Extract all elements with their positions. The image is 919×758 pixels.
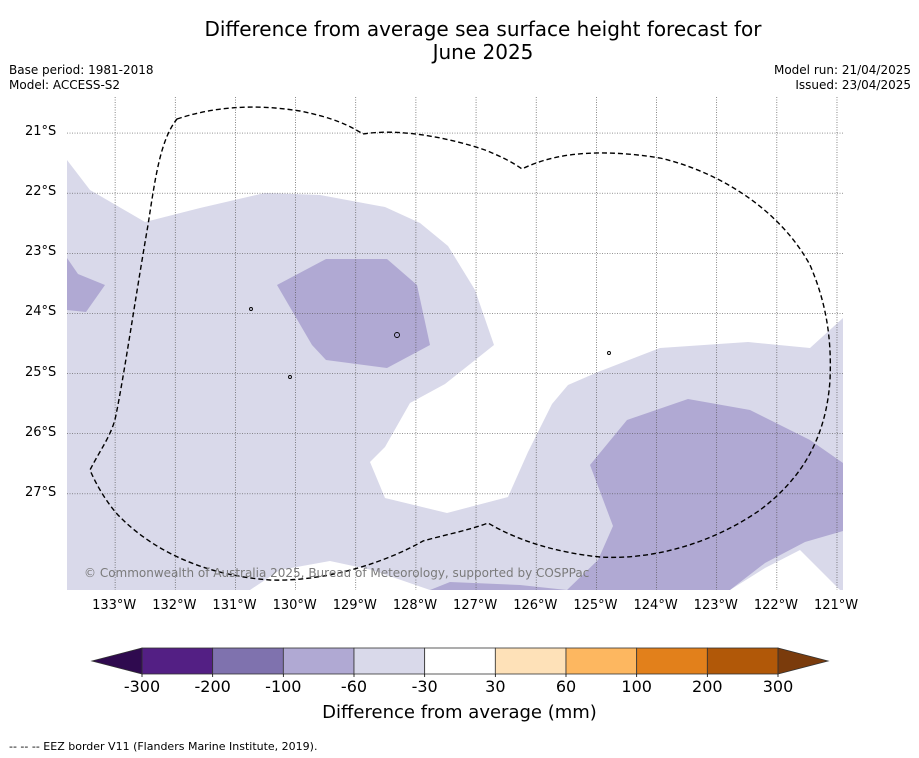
- meta-left: Base period: 1981-2018 Model: ACCESS-S2: [9, 63, 154, 93]
- colorbar-extend-high: [777, 647, 830, 675]
- lon-label: 132°W: [152, 598, 197, 613]
- copyright-notice: © Commonwealth of Australia 2025, Bureau…: [84, 566, 590, 580]
- lon-label: 131°W: [212, 598, 257, 613]
- colorbar-segment: [424, 647, 496, 675]
- colorbar-segment: [565, 647, 638, 675]
- fill-mid-central: [277, 259, 430, 368]
- colorbar-segment: [494, 647, 567, 675]
- lon-label: 126°W: [513, 598, 558, 613]
- eez-border-line: [89, 106, 832, 581]
- lon-label: 121°W: [813, 598, 859, 613]
- anomaly-fill-layer: [67, 160, 843, 590]
- lon-label: 128°W: [392, 598, 438, 613]
- meta-right: Model run: 21/04/2025 Issued: 23/04/2025: [774, 63, 911, 93]
- lon-label: 122°W: [753, 598, 798, 613]
- map-title: Difference from average sea surface heig…: [0, 18, 919, 64]
- title-line-1: Difference from average sea surface heig…: [204, 17, 762, 41]
- colorbar-tick-label: 300: [762, 677, 794, 696]
- eez-border: [89, 106, 832, 581]
- model-name: Model: ACCESS-S2: [9, 78, 121, 92]
- lon-label: 123°W: [693, 598, 738, 613]
- colorbar-segment: [141, 647, 214, 675]
- fill-mid-west-edge: [67, 258, 105, 312]
- model-run: Model run: 21/04/2025: [773, 63, 911, 77]
- lat-label: 23°S: [25, 244, 57, 260]
- lat-label: 24°S: [25, 304, 57, 320]
- base-period: Base period: 1981-2018: [9, 63, 154, 77]
- lon-label: 133°W: [92, 598, 137, 613]
- lon-label: 130°W: [272, 598, 317, 613]
- eez-legend: -- -- -- EEZ border V11 (Flanders Marine…: [9, 740, 318, 753]
- title-line-2: June 2025: [432, 40, 534, 64]
- colorbar-segment: [282, 647, 355, 675]
- colorbar-segment: [636, 647, 708, 675]
- colorbar-tick-label: -30: [411, 677, 438, 696]
- island: [394, 332, 400, 338]
- colorbar-tick-label: -200: [194, 677, 231, 696]
- colorbar-tick-label: 200: [692, 677, 723, 696]
- colorbar-extend-low: [90, 647, 143, 675]
- lon-label: 129°W: [332, 598, 377, 613]
- colorbar-tick-label: 100: [621, 677, 652, 696]
- island: [249, 307, 253, 311]
- islands: [249, 307, 611, 379]
- colorbar-segment: [212, 647, 284, 675]
- lon-label: 124°W: [633, 598, 678, 613]
- issued-date: Issued: 23/04/2025: [795, 78, 911, 92]
- fill-mid-southeast: [567, 399, 843, 590]
- lon-label: 125°W: [573, 598, 618, 613]
- colorbar-tick-label: 30: [485, 677, 506, 696]
- graticule: [67, 97, 843, 590]
- lon-label: 127°W: [453, 598, 498, 613]
- lat-label: 21°S: [25, 124, 57, 140]
- colorbar-segment: [706, 647, 779, 675]
- lat-label: 25°S: [25, 364, 57, 380]
- colorbar-tick-label: -300: [123, 677, 161, 696]
- fill-mid-southwest-corner: [430, 582, 567, 590]
- island: [288, 375, 292, 379]
- map-panel: [67, 97, 843, 590]
- colorbar-title: Difference from average (mm): [322, 702, 597, 723]
- colorbar-tick-label: -100: [265, 677, 302, 696]
- colorbar: [90, 647, 830, 677]
- lat-label: 22°S: [25, 184, 57, 200]
- colorbar-tick-label: 60: [555, 677, 577, 696]
- colorbar-segment: [353, 647, 426, 675]
- colorbar-tick-label: -60: [340, 677, 368, 696]
- lat-label: 26°S: [25, 424, 57, 440]
- island: [607, 351, 611, 355]
- lat-label: 27°S: [25, 484, 57, 500]
